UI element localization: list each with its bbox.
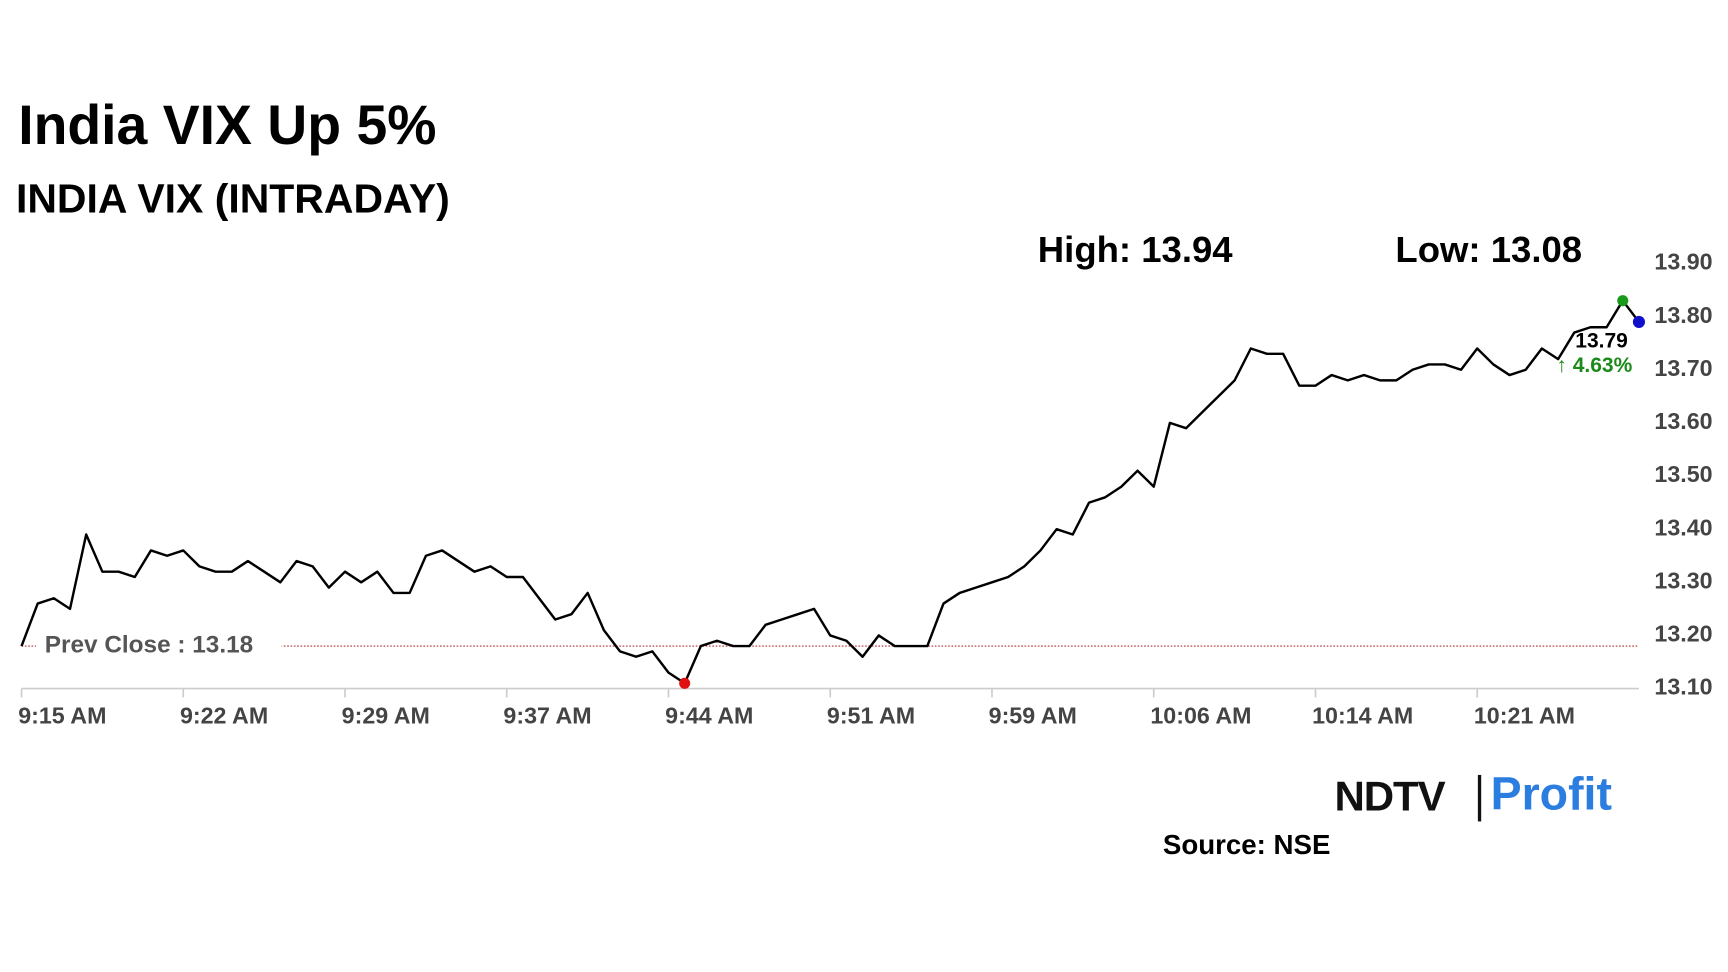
prev-close-label: Prev Close : 13.18 [45, 632, 253, 659]
low-label: Low: 13.08 [1395, 229, 1582, 270]
x-tick-label: 9:29 AM [342, 703, 430, 729]
y-tick-label: 13.50 [1654, 461, 1712, 487]
x-tick-label: 10:06 AM [1150, 703, 1251, 729]
y-tick-label: 13.70 [1654, 355, 1712, 381]
y-tick-label: 13.20 [1654, 621, 1712, 647]
y-tick-label: 13.80 [1654, 302, 1712, 328]
logo-product: Profit [1491, 767, 1612, 819]
chart-subtitle: INDIA VIX (INTRADAY) [16, 175, 450, 221]
x-tick-label: 10:21 AM [1474, 703, 1575, 729]
x-tick-label: 9:22 AM [180, 703, 268, 729]
x-tick-label: 10:14 AM [1312, 703, 1413, 729]
y-tick-label: 13.10 [1654, 674, 1712, 700]
low-dot [679, 677, 691, 689]
prev-close-bg [35, 629, 282, 659]
x-tick-label: 9:15 AM [18, 703, 106, 729]
source: Source: NSE [1163, 829, 1331, 860]
y-tick-label: 13.60 [1654, 408, 1712, 434]
logo-brand: NDTV [1335, 772, 1446, 819]
chart-title: India VIX Up 5% [18, 94, 436, 156]
y-tick-label: 13.40 [1654, 514, 1712, 540]
last-dot [1632, 315, 1646, 329]
last-value-label: 13.79 [1575, 330, 1628, 353]
price-line [20, 299, 1640, 685]
x-tick-label: 9:44 AM [665, 703, 753, 729]
high-label: High: 13.94 [1038, 229, 1234, 270]
change-label: ↑ 4.63% [1556, 354, 1632, 377]
high-dot [1617, 295, 1629, 307]
x-tick-label: 9:51 AM [827, 703, 915, 729]
x-tick-label: 9:37 AM [503, 703, 591, 729]
y-tick-label: 13.30 [1654, 567, 1712, 593]
y-tick-label: 13.90 [1654, 249, 1712, 275]
x-tick-label: 9:59 AM [989, 703, 1077, 729]
